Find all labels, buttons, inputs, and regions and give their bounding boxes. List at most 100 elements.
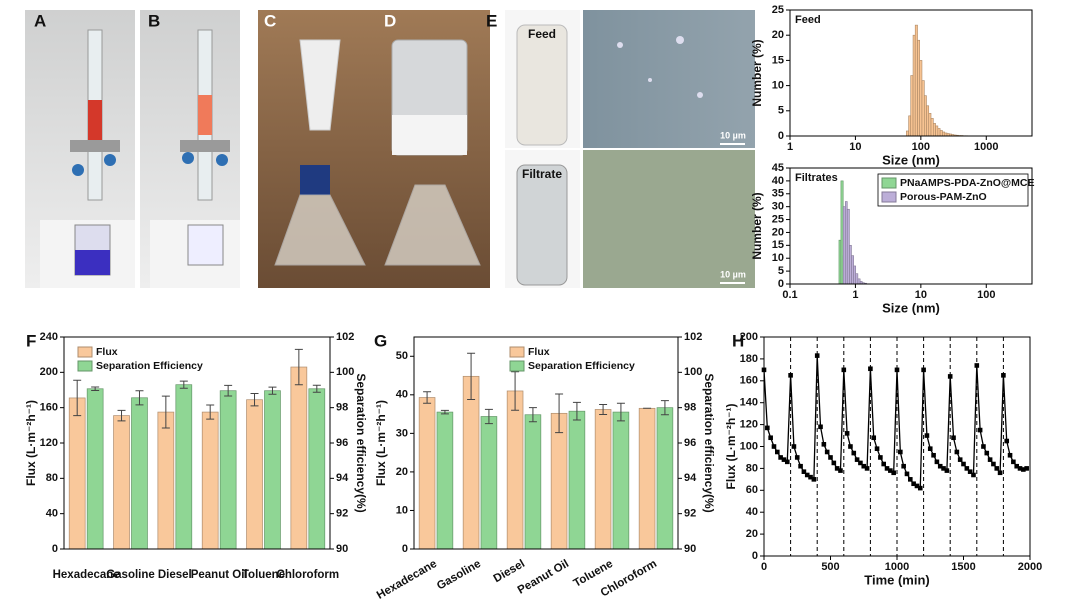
y-axis-label: Flux (L·m⁻²h⁻¹): [724, 404, 738, 490]
error-bar: [135, 390, 144, 406]
legend-label: Flux: [96, 346, 118, 358]
error-bar: [572, 401, 581, 421]
y-tick-label: 0: [778, 130, 784, 142]
y-tick-label: 5: [778, 105, 784, 117]
data-point: [821, 442, 827, 447]
x-tick-label: 10: [849, 141, 861, 153]
y2-tick-label: 94: [684, 472, 697, 484]
annotation: Feed: [795, 14, 821, 26]
bar: [290, 366, 308, 550]
error-bar: [250, 393, 259, 407]
data-point: [828, 455, 833, 460]
y-tick-label: 35: [772, 188, 784, 200]
bar: [219, 390, 237, 550]
error-bar: [599, 403, 608, 415]
data-point: [858, 460, 863, 466]
data-point: [878, 455, 883, 460]
histogram-bar: [917, 39, 920, 137]
histogram-bar: [912, 34, 916, 137]
histogram-bar: [930, 118, 934, 137]
error-bar: [555, 393, 564, 434]
x-tick-label: Diesel: [158, 569, 192, 581]
y-axis-label: Flux (L·m⁻²h⁻¹): [374, 400, 388, 486]
data-point: [1014, 463, 1019, 469]
y-tick-label: 45: [772, 162, 784, 174]
data-point: [868, 366, 873, 372]
x-tick-label: 10: [915, 289, 927, 301]
y-axis-label: Flux (L·m⁻²h⁻¹): [24, 400, 38, 486]
error-bar: [268, 386, 277, 395]
x-tick-label: Chloroform: [277, 569, 340, 581]
y2-axis-label: Separation efficiency(%): [354, 373, 368, 512]
plot-frame: [63, 336, 331, 550]
panel-label: C: [264, 11, 276, 30]
y2-tick-label: 102: [336, 331, 354, 343]
x-tick-label: 2000: [1018, 561, 1042, 573]
data-point: [788, 373, 793, 378]
data-point: [818, 424, 823, 430]
legend-swatch: [881, 191, 897, 203]
error-bar: [179, 380, 188, 389]
legend-swatch: [77, 360, 93, 372]
x-tick-label: Gasoline: [435, 558, 483, 593]
error-bar: [206, 404, 215, 420]
y-tick-label: 160: [740, 375, 758, 387]
histogram-bar: [942, 131, 946, 137]
legend-box: [877, 173, 1029, 207]
y2-tick-label: 92: [336, 508, 348, 520]
y-tick-label: 120: [740, 419, 758, 431]
data-point: [771, 444, 777, 449]
data-point: [804, 472, 810, 478]
data-point: [954, 449, 960, 455]
data-point: [898, 449, 903, 455]
data-point: [944, 468, 950, 473]
error-bar: [161, 395, 170, 429]
data-point: [801, 469, 807, 474]
panel-label: G: [374, 331, 387, 350]
data-point: [888, 468, 893, 473]
data-point: [848, 444, 853, 449]
data-point: [881, 461, 886, 467]
x-tick-label: 500: [821, 561, 839, 573]
histogram-bar: [910, 75, 914, 137]
data-point: [931, 452, 936, 458]
plot-frame: [789, 167, 1033, 285]
y-tick-label: 0: [752, 550, 758, 562]
y2-tick-label: 102: [684, 331, 702, 343]
data-point: [908, 477, 913, 482]
data-point: [957, 457, 963, 462]
data-point: [967, 469, 973, 474]
y-tick-label: 60: [746, 484, 758, 496]
error-bar: [294, 348, 303, 386]
data-point: [808, 474, 813, 480]
data-point: [924, 433, 930, 438]
x-tick-label: 1: [787, 141, 793, 153]
data-point: [844, 431, 850, 436]
y-tick-label: 160: [40, 402, 58, 414]
bar: [418, 397, 436, 550]
data-point: [834, 466, 840, 471]
data-point: [778, 455, 783, 460]
data-point: [775, 449, 780, 455]
bar: [612, 411, 630, 550]
y-tick-label: 200: [740, 331, 758, 343]
y-tick-label: 20: [772, 29, 784, 41]
panel-label: D: [384, 11, 396, 30]
bar: [201, 411, 219, 550]
data-point: [791, 444, 797, 449]
error-bar: [528, 407, 537, 423]
y-tick-label: 120: [40, 437, 58, 449]
plot-frame: [789, 9, 1033, 137]
y2-tick-label: 100: [684, 366, 702, 378]
photo-a: [25, 10, 135, 288]
histogram-bar: [928, 113, 932, 137]
y2-tick-label: 98: [336, 402, 348, 414]
data-point: [941, 466, 946, 471]
bar: [524, 414, 542, 550]
x-tick-label: Hexadecane: [375, 558, 439, 600]
data-point: [1004, 438, 1010, 444]
error-bar: [312, 384, 321, 393]
x-tick-label: Gasoline: [106, 569, 155, 581]
data-point: [927, 446, 933, 451]
data-point: [831, 460, 837, 466]
